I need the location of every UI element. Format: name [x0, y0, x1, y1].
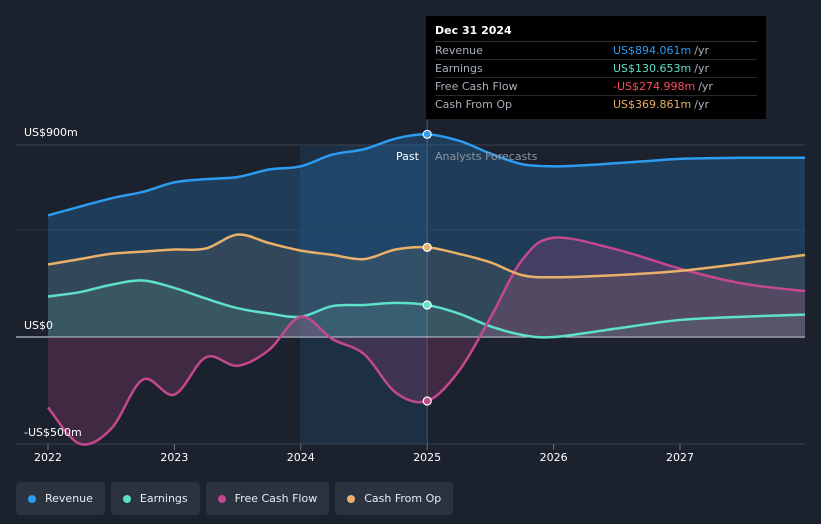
cash-from-op-highlight-point: [422, 242, 432, 252]
tooltip-value: US$130.653m: [613, 62, 692, 75]
free-cash-flow-area: [48, 237, 805, 445]
tooltip-label: Earnings: [435, 62, 483, 75]
free-cash-flow-line: [47, 236, 806, 446]
legend-item-cash-from-op[interactable]: Cash From Op: [335, 482, 454, 515]
tooltip-date: Dec 31 2024: [435, 24, 757, 42]
x-tick-label: 2026: [539, 451, 568, 464]
x-tick-label: 2027: [666, 451, 694, 464]
tooltip-unit: /yr: [698, 80, 713, 93]
past-label: Past: [396, 150, 419, 163]
tooltip-value: US$369.861m: [613, 98, 692, 111]
cash-from-op-area: [48, 234, 805, 337]
cash-from-op-line: [47, 233, 806, 279]
legend-item-free-cash-flow[interactable]: Free Cash Flow: [205, 482, 330, 515]
tooltip-row-free-cash-flow: Free Cash Flow -US$274.998m /yr: [435, 78, 757, 96]
tooltip-unit: /yr: [694, 62, 709, 75]
chart-canvas: [16, 120, 806, 450]
legend-dot-icon: [217, 494, 226, 503]
earnings-line: [47, 279, 806, 339]
chart-legend: Revenue Earnings Free Cash Flow Cash Fro…: [16, 482, 454, 515]
legend-item-revenue[interactable]: Revenue: [16, 482, 105, 515]
tooltip-label: Cash From Op: [435, 98, 513, 111]
legend-dot-icon: [122, 494, 131, 503]
x-tick-label: 2024: [286, 451, 315, 464]
legend-dot-icon: [28, 494, 36, 503]
y-tick-label-top: US$900m: [24, 126, 78, 139]
gridlines: [16, 144, 805, 450]
x-tick-label: 2025: [413, 451, 442, 464]
tooltip-row-earnings: Earnings US$130.653m /yr: [435, 60, 757, 78]
tooltip-unit: /yr: [694, 98, 709, 111]
past-region-shade: [300, 145, 428, 444]
legend-item-earnings[interactable]: Earnings: [110, 482, 200, 515]
earnings-highlight-point: [422, 300, 432, 310]
free-cash-flow-highlight-point: [422, 396, 432, 406]
tooltip-value: US$894.061m: [613, 44, 692, 57]
legend-label: Revenue: [45, 492, 93, 505]
highlight-markers: [422, 129, 432, 406]
tooltip-label: Free Cash Flow: [435, 80, 518, 93]
revenue-line: [47, 133, 806, 217]
series-areas: [48, 134, 805, 445]
legend-label: Free Cash Flow: [234, 492, 318, 505]
tooltip-row-revenue: Revenue US$894.061m /yr: [435, 42, 757, 60]
legend-label: Earnings: [139, 492, 188, 505]
tooltip-row-cash-from-op: Cash From Op US$369.861m /yr: [435, 96, 757, 113]
revenue-area: [48, 134, 805, 337]
tooltip-label: Revenue: [435, 44, 483, 57]
data-tooltip: Dec 31 2024 Revenue US$894.061m /yr Earn…: [426, 16, 766, 119]
forecast-label: Analysts Forecasts: [435, 150, 538, 163]
x-tick-label: 2023: [160, 451, 189, 464]
legend-label: Cash From Op: [364, 492, 442, 505]
x-tick-label: 2022: [34, 451, 62, 464]
y-tick-label-zero: US$0: [24, 319, 54, 332]
series-lines: [47, 133, 806, 446]
tooltip-value: -US$274.998m: [613, 80, 696, 93]
legend-dot-icon: [347, 494, 356, 503]
tooltip-unit: /yr: [694, 44, 709, 57]
revenue-highlight-point: [422, 129, 432, 139]
y-tick-label-bottom: -US$500m: [24, 426, 82, 439]
